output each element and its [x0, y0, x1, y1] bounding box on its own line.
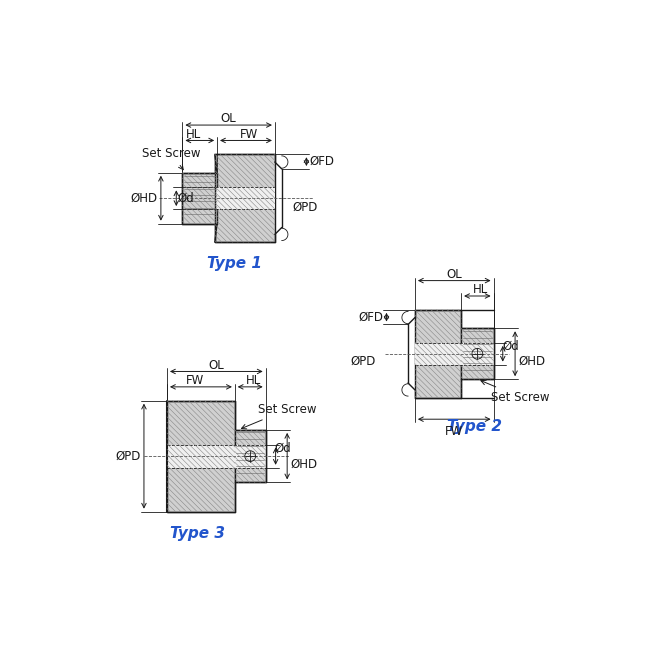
- Text: Type 2: Type 2: [447, 419, 502, 434]
- Text: Set Screw: Set Screw: [241, 403, 316, 429]
- Text: Type 3: Type 3: [170, 526, 224, 541]
- Text: FW: FW: [445, 425, 464, 438]
- Bar: [415, 343, 494, 364]
- Text: ØPD: ØPD: [293, 201, 318, 214]
- Text: ØFD: ØFD: [358, 311, 383, 324]
- Text: ØHD: ØHD: [131, 192, 158, 205]
- Text: ØFD: ØFD: [310, 155, 334, 168]
- Bar: [215, 154, 275, 242]
- Bar: [167, 445, 265, 468]
- Text: ØPD: ØPD: [350, 355, 376, 368]
- Text: OL: OL: [208, 359, 224, 372]
- Text: Ød: Ød: [178, 192, 194, 205]
- Text: Ød: Ød: [275, 442, 291, 455]
- Text: FW: FW: [186, 375, 204, 387]
- Text: Ød: Ød: [502, 340, 519, 352]
- Text: OL: OL: [446, 268, 462, 281]
- Text: ØPD: ØPD: [115, 450, 141, 463]
- Text: Type 1: Type 1: [206, 256, 261, 271]
- Bar: [415, 310, 461, 397]
- Bar: [461, 328, 494, 379]
- Text: Set Screw: Set Screw: [481, 381, 549, 404]
- Text: ØHD: ØHD: [290, 458, 318, 470]
- Text: Set Screw: Set Screw: [143, 147, 201, 170]
- Text: HL: HL: [473, 283, 488, 296]
- Bar: [182, 173, 217, 224]
- Text: HL: HL: [246, 375, 261, 387]
- Text: ØHD: ØHD: [518, 355, 545, 368]
- Bar: [215, 188, 275, 209]
- Bar: [167, 401, 234, 512]
- Bar: [234, 430, 265, 482]
- Text: FW: FW: [240, 128, 258, 141]
- Text: HL: HL: [186, 128, 201, 141]
- Text: OL: OL: [221, 113, 237, 125]
